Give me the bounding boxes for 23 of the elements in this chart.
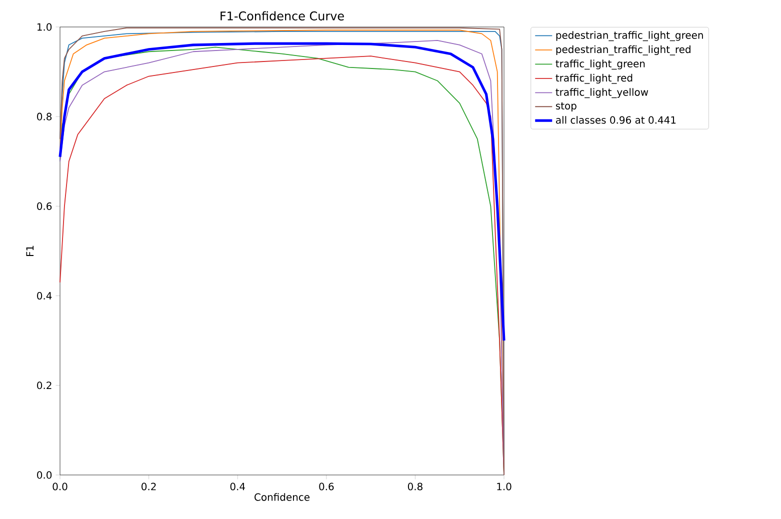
y-tick-label: 1.0: [37, 23, 52, 31]
x-tick-label: 0.0: [52, 482, 68, 490]
chart-title: F1-Confidence Curve: [220, 11, 344, 20]
y-tick-label: 0.2: [37, 382, 52, 390]
y-tick-label: 0.8: [37, 112, 52, 120]
line-series: [58, 42, 506, 342]
legend-label: all classes 0.96 at 0.441: [556, 116, 676, 124]
legend-label: pedestrian_traffic_light_green: [556, 31, 703, 42]
x-tick-label: 1.0: [497, 482, 512, 490]
x-axis-title: Confidence: [254, 493, 310, 501]
legend-label: pedestrian_traffic_light_red: [556, 45, 690, 56]
y-tick-label: 0.4: [37, 292, 52, 300]
x-tick-label: 0.2: [142, 482, 156, 490]
x-tick-label: 0.6: [319, 482, 334, 490]
y-tick-label: 0.6: [37, 202, 52, 210]
legend-label: traffic_light_red: [556, 74, 632, 84]
legend-label: stop: [556, 102, 576, 112]
y-axis-title: F1: [26, 246, 34, 256]
y-tick-label: 0.0: [37, 471, 52, 479]
x-tick-label: 0.4: [230, 482, 245, 490]
legend-label: traffic_light_green: [556, 60, 645, 70]
legend-label: traffic_light_yellow: [556, 88, 648, 98]
x-tick-label: 0.8: [408, 482, 422, 490]
